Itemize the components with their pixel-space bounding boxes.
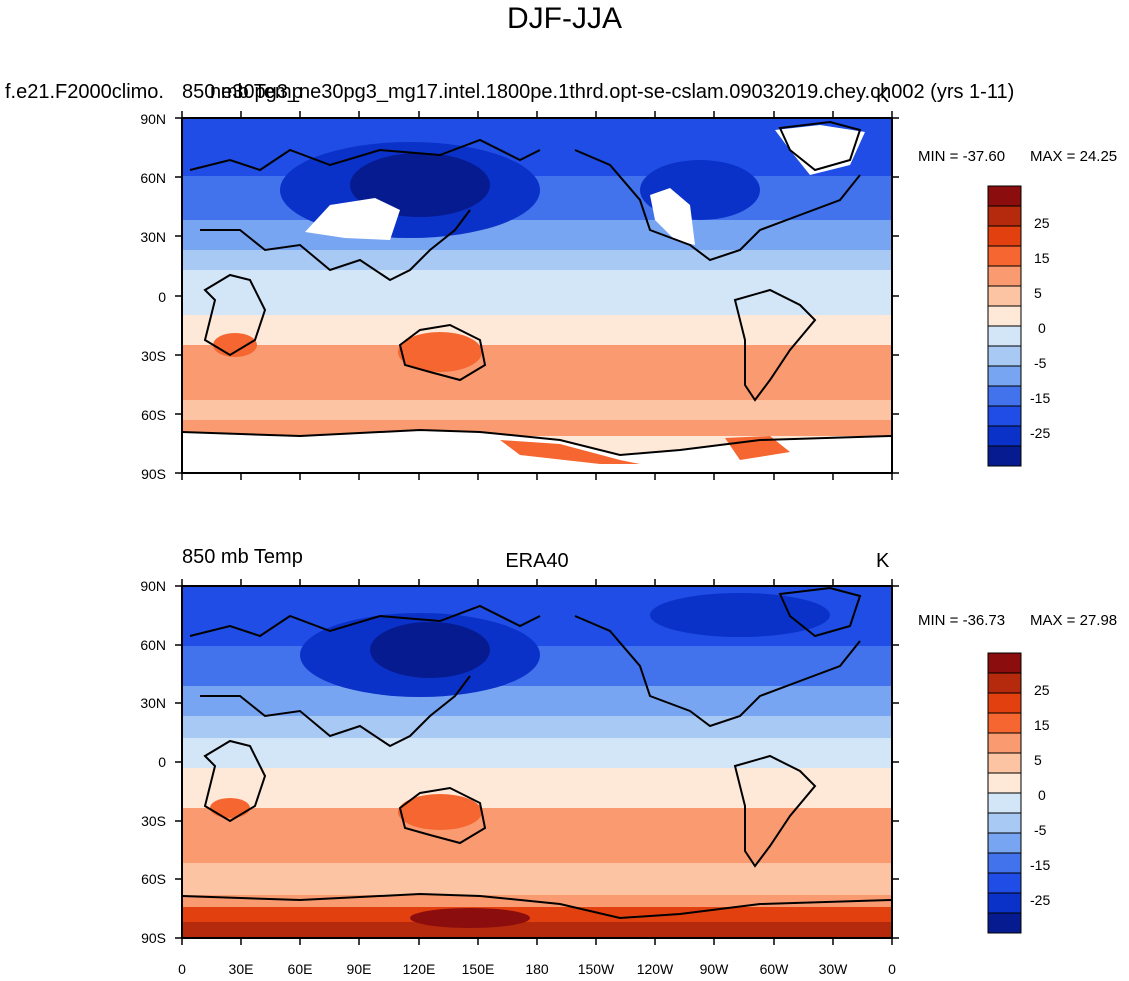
- lat-label: 60N: [140, 637, 166, 653]
- panel-1-experiment-string: ne30pg3_ne30pg3_mg17.intel.1800pe.1thrd.…: [210, 81, 1014, 103]
- panel-2-lat-tick-marks: [175, 585, 899, 939]
- panel-1-lon-tick-marks: [181, 111, 893, 480]
- colorbar-label: -15: [1030, 857, 1050, 873]
- panel-2-center-string: ERA40: [505, 550, 568, 572]
- panel-1-colorbar: [987, 185, 1022, 467]
- lon-label: 90E: [347, 961, 372, 977]
- panel-1-map: [182, 118, 892, 473]
- lat-label: 0: [158, 289, 166, 305]
- colorbar-label: -5: [1034, 355, 1047, 371]
- panel-1-min-label: MIN = -37.60: [918, 148, 1005, 165]
- panel-1: f.e21.F2000climo. 850 mb Temp ne30pg3_ne…: [5, 81, 1117, 482]
- colorbar-label: 25: [1034, 682, 1050, 698]
- panel-2-colorbar: [987, 652, 1022, 934]
- lat-label: 30N: [140, 229, 166, 245]
- lat-label: 60S: [141, 407, 166, 423]
- colorbar-label: -25: [1030, 425, 1050, 441]
- colorbar-label: -5: [1034, 822, 1047, 838]
- lat-label: 90N: [140, 578, 166, 594]
- panel-1-colorbar-labels: 25 15 5 0 -5 -15 -25: [1030, 215, 1050, 441]
- colorbar-label: 0: [1038, 787, 1046, 803]
- lon-label: 0: [888, 961, 896, 977]
- lat-label: 90N: [140, 111, 166, 127]
- lon-label: 90W: [700, 961, 730, 977]
- panel-2-left-string: 850 mb Temp: [182, 546, 303, 568]
- panel-2: 850 mb Temp ERA40 K: [140, 546, 1117, 977]
- lat-label: 30S: [141, 813, 166, 829]
- panel-1-lat-labels: 90N 60N 30N 0 30S 60S 90S: [140, 111, 166, 482]
- panel-1-center-string: 850 mb Temp: [182, 81, 303, 103]
- panel-2-units: K: [876, 550, 890, 572]
- colorbar-label: 5: [1034, 752, 1042, 768]
- colorbar-label: -15: [1030, 390, 1050, 406]
- lat-label: 90S: [141, 930, 166, 946]
- panel-1-max-label: MAX = 24.25: [1030, 148, 1117, 165]
- lon-label: 120E: [403, 961, 436, 977]
- lat-label: 30N: [140, 695, 166, 711]
- colorbar-label: 15: [1034, 250, 1050, 266]
- colorbar-label: -25: [1030, 892, 1050, 908]
- panel-2-lon-labels: 0 30E 60E 90E 120E 150E 180 150W 120W 90…: [178, 961, 896, 977]
- colorbar-label: 15: [1034, 717, 1050, 733]
- lon-label: 30E: [229, 961, 254, 977]
- lat-label: 30S: [141, 348, 166, 364]
- lon-label: 60E: [288, 961, 313, 977]
- panel-1-left-string: f.e21.F2000climo.: [5, 81, 164, 103]
- lat-label: 60S: [141, 871, 166, 887]
- panel-2-max-label: MAX = 27.98: [1030, 612, 1117, 629]
- panel-1-lat-tick-marks: [175, 117, 899, 474]
- lon-label: 180: [525, 961, 549, 977]
- lon-label: 150E: [462, 961, 495, 977]
- panel-2-map: [182, 586, 892, 938]
- lon-label: 150W: [578, 961, 615, 977]
- lat-label: 90S: [141, 466, 166, 482]
- panel-2-lat-labels: 90N 60N 30N 0 30S 60S 90S: [140, 578, 166, 946]
- colorbar-label: 5: [1034, 285, 1042, 301]
- panel-1-units: K: [876, 85, 890, 107]
- lon-label: 30W: [819, 961, 849, 977]
- lon-label: 0: [178, 961, 186, 977]
- colorbar-label: 0: [1038, 320, 1046, 336]
- lat-label: 60N: [140, 170, 166, 186]
- panel-2-colorbar-labels: 25 15 5 0 -5 -15 -25: [1030, 682, 1050, 908]
- panel-2-min-label: MIN = -36.73: [918, 612, 1005, 629]
- lon-label: 120W: [637, 961, 674, 977]
- lat-label: 0: [158, 754, 166, 770]
- figure-title: DJF-JJA: [507, 2, 622, 35]
- colorbar-label: 25: [1034, 215, 1050, 231]
- panel-2-lon-tick-marks: [181, 579, 893, 945]
- lon-label: 60W: [760, 961, 790, 977]
